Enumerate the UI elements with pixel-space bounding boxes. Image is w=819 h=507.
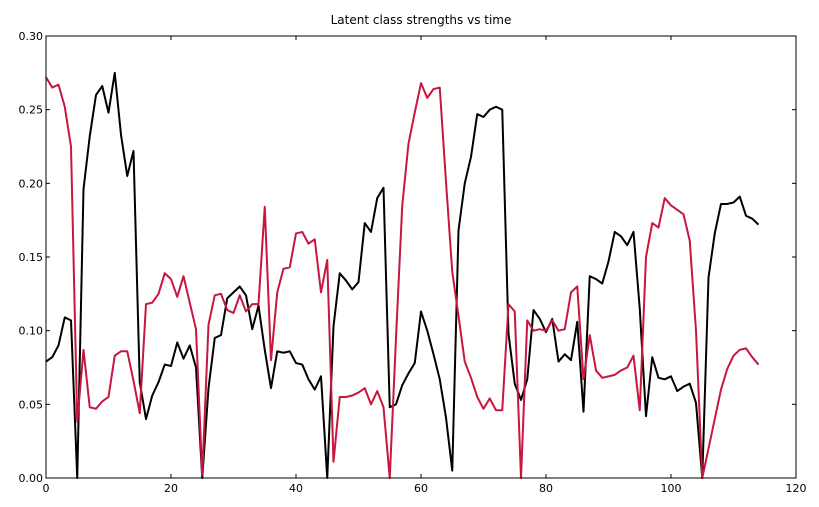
x-tick-label: 80 xyxy=(539,482,553,495)
x-tick-label: 100 xyxy=(661,482,682,495)
y-tick-label: 0.05 xyxy=(19,398,44,411)
chart-title: Latent class strengths vs time xyxy=(331,13,512,27)
x-tick-label: 120 xyxy=(786,482,807,495)
plot-frame xyxy=(45,35,797,479)
plot-lines xyxy=(45,71,760,479)
y-tick-label: 0.25 xyxy=(19,104,44,117)
y-tick-label: 0.10 xyxy=(19,325,44,338)
series-line-1 xyxy=(45,71,760,479)
y-tick-label: 0.20 xyxy=(19,177,44,190)
x-tick-label: 0 xyxy=(43,482,50,495)
series-line-2 xyxy=(45,76,760,479)
y-tick-label: 0.15 xyxy=(19,251,44,264)
y-tick-label: 0.30 xyxy=(19,30,44,43)
axis-ticks: 0 20 40 60 80 100 120 0.00 0.05 0.10 0.15 0.20 0.25 0… xyxy=(19,30,807,495)
x-tick-label: 60 xyxy=(414,482,428,495)
y-tick-label: 0.00 xyxy=(19,472,44,485)
x-tick-label: 20 xyxy=(164,482,178,495)
x-tick-label: 40 xyxy=(289,482,303,495)
